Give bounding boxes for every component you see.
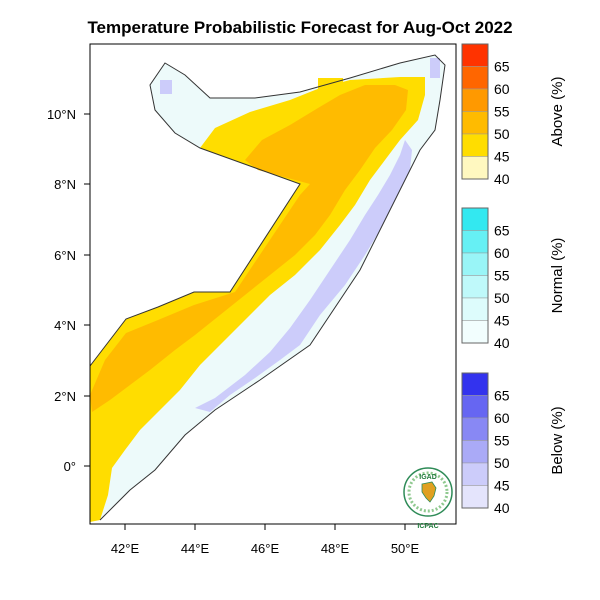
colorbar-tick-label: 50	[494, 290, 510, 306]
colorbar-tick-label: 40	[494, 171, 510, 187]
lat-tick-label: 0°	[64, 459, 76, 474]
colorbar-tick-label: 55	[494, 433, 510, 449]
colorbar-title: Normal (%)	[549, 238, 566, 314]
colorbar-tick-label: 50	[494, 126, 510, 142]
colorbar-tick-label: 55	[494, 268, 510, 284]
lat-tick-label: 10°N	[47, 107, 76, 122]
colorbar-tick-label: 45	[494, 478, 510, 494]
lat-axis: 0° 2°N 4°N 6°N 8°N 10°N	[47, 107, 90, 474]
logo-bottom-text: ICPAC	[417, 523, 438, 530]
above-50-layer	[90, 85, 408, 412]
lon-tick-label: 46°E	[251, 541, 280, 556]
lon-tick-label: 42°E	[111, 541, 140, 556]
icpac-logo: IGAD ICPAC	[403, 467, 453, 530]
colorbar-swatch	[461, 133, 489, 157]
lon-tick-label: 50°E	[391, 541, 420, 556]
below-patch-tip	[430, 58, 440, 78]
colorbar-tick-label: 40	[494, 500, 510, 516]
lat-tick-label: 8°N	[54, 177, 76, 192]
colorbar-swatch	[461, 462, 489, 486]
map-title: Temperature Probabilistic Forecast for A…	[87, 18, 513, 37]
colorbar-tick-label: 60	[494, 245, 510, 261]
colorbar-title: Below (%)	[549, 406, 566, 474]
colorbar-swatch	[461, 207, 489, 231]
colorbar-tick-label: 65	[494, 388, 510, 404]
colorbar-swatch	[461, 88, 489, 112]
colorbar-below: 65 60 55 50 45 40 Below (%)	[461, 372, 566, 516]
lat-tick-label: 6°N	[54, 248, 76, 263]
colorbar-tick-label: 50	[494, 455, 510, 471]
colorbar-swatch	[461, 275, 489, 299]
colorbar-swatch	[461, 230, 489, 254]
colorbar-normal: 65 60 55 50 45 40 Normal (%)	[461, 207, 566, 351]
colorbar-frame	[461, 372, 489, 509]
lat-tick-label: 4°N	[54, 318, 76, 333]
map-layers	[90, 55, 445, 522]
colorbar-tick-label: 45	[494, 313, 510, 329]
colorbar-tick-label: 65	[494, 59, 510, 75]
lat-tick-label: 2°N	[54, 389, 76, 404]
above-45-patch	[318, 78, 343, 90]
colorbars: 65 60 55 50 45 40 Above (%) 65 60 55 50 45 40 Normal …	[461, 43, 566, 516]
colorbar-swatch	[461, 485, 489, 509]
colorbar-swatch	[461, 320, 489, 344]
country-outline	[89, 54, 446, 521]
lon-tick-label: 44°E	[181, 541, 210, 556]
map-frame	[89, 43, 457, 525]
colorbar-tick-label: 40	[494, 335, 510, 351]
colorbar-swatch	[461, 252, 489, 276]
colorbar-frame	[461, 207, 489, 344]
africa-icon	[421, 481, 437, 503]
colorbar-tick-label: 60	[494, 81, 510, 97]
colorbar-tick-label: 45	[494, 149, 510, 165]
logo-top-text: IGAD	[419, 474, 437, 481]
below-patch-north	[160, 80, 172, 94]
colorbar-swatch	[461, 440, 489, 464]
colorbar-swatch	[461, 43, 489, 67]
colorbar-swatch	[461, 66, 489, 90]
colorbar-tick-label: 60	[494, 410, 510, 426]
colorbar-title: Above (%)	[549, 76, 566, 146]
colorbar-frame	[461, 43, 489, 180]
colorbar-swatch	[461, 395, 489, 419]
colorbar-swatch	[461, 417, 489, 441]
colorbar-swatch	[461, 156, 489, 180]
colorbar-tick-label: 55	[494, 104, 510, 120]
lon-tick-label: 48°E	[321, 541, 350, 556]
colorbar-above: 65 60 55 50 45 40 Above (%)	[461, 43, 566, 187]
colorbar-swatch	[461, 372, 489, 396]
colorbar-tick-label: 65	[494, 223, 510, 239]
lon-axis: 42°E 44°E 46°E 48°E 50°E	[111, 524, 420, 556]
colorbar-swatch	[461, 111, 489, 135]
colorbar-swatch	[461, 297, 489, 321]
